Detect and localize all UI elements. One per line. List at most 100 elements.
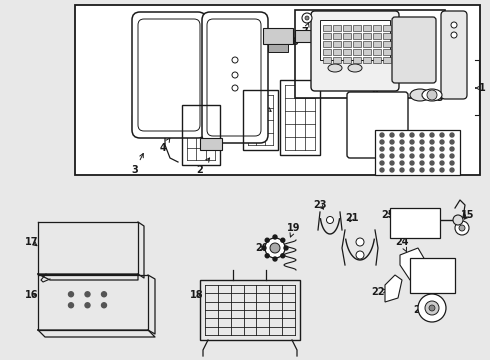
Ellipse shape — [422, 89, 442, 101]
Circle shape — [451, 22, 457, 28]
Circle shape — [265, 254, 269, 258]
Circle shape — [69, 303, 74, 308]
Text: 12: 12 — [368, 115, 385, 125]
Circle shape — [284, 246, 288, 250]
Bar — [333, 57, 341, 63]
Bar — [323, 25, 331, 31]
Circle shape — [440, 140, 444, 144]
Bar — [383, 49, 391, 55]
Circle shape — [430, 147, 434, 151]
Bar — [353, 33, 361, 39]
Circle shape — [281, 238, 285, 242]
Circle shape — [380, 154, 384, 158]
FancyBboxPatch shape — [392, 17, 436, 83]
Circle shape — [390, 161, 394, 165]
Bar — [383, 33, 391, 39]
Circle shape — [85, 303, 90, 308]
Circle shape — [420, 147, 424, 151]
Circle shape — [400, 133, 404, 137]
Circle shape — [450, 133, 454, 137]
Bar — [320, 20, 390, 60]
Bar — [323, 41, 331, 47]
FancyBboxPatch shape — [202, 12, 268, 143]
Text: 22: 22 — [371, 287, 388, 297]
Text: 19: 19 — [287, 223, 301, 237]
Circle shape — [430, 168, 434, 172]
Circle shape — [420, 133, 424, 137]
Circle shape — [305, 16, 309, 20]
Circle shape — [410, 133, 414, 137]
Circle shape — [302, 13, 312, 23]
Text: 1: 1 — [476, 83, 486, 93]
Ellipse shape — [328, 64, 342, 72]
Bar — [295, 10, 445, 98]
Circle shape — [420, 140, 424, 144]
Circle shape — [410, 140, 414, 144]
Circle shape — [453, 215, 463, 225]
Bar — [333, 41, 341, 47]
Bar — [383, 41, 391, 47]
Circle shape — [430, 154, 434, 158]
Circle shape — [356, 238, 364, 246]
Circle shape — [420, 168, 424, 172]
Bar — [295, 30, 317, 42]
Circle shape — [380, 147, 384, 151]
Circle shape — [69, 292, 74, 297]
Circle shape — [101, 292, 106, 297]
Circle shape — [455, 221, 469, 235]
Circle shape — [380, 168, 384, 172]
Circle shape — [400, 168, 404, 172]
Circle shape — [425, 301, 439, 315]
Text: 9: 9 — [267, 35, 277, 47]
Text: 17: 17 — [25, 237, 39, 247]
Text: 7: 7 — [302, 23, 309, 37]
Text: 6: 6 — [292, 36, 301, 47]
Bar — [363, 49, 371, 55]
Circle shape — [270, 243, 280, 253]
Circle shape — [418, 294, 446, 322]
Text: 8: 8 — [363, 82, 378, 95]
Text: 21: 21 — [345, 213, 359, 223]
Bar — [182, 105, 220, 165]
Text: 14: 14 — [201, 143, 215, 153]
Circle shape — [410, 168, 414, 172]
Text: 27: 27 — [413, 305, 427, 315]
Text: 11: 11 — [398, 155, 417, 165]
Circle shape — [262, 246, 266, 250]
Circle shape — [400, 140, 404, 144]
Bar — [343, 57, 351, 63]
Circle shape — [273, 235, 277, 239]
Polygon shape — [385, 275, 402, 302]
Circle shape — [390, 154, 394, 158]
Bar — [280, 80, 320, 155]
Polygon shape — [400, 248, 425, 280]
Circle shape — [410, 147, 414, 151]
Text: 3: 3 — [132, 153, 143, 175]
Circle shape — [380, 133, 384, 137]
Bar — [333, 25, 341, 31]
Circle shape — [85, 292, 90, 297]
Bar — [200, 138, 222, 150]
Circle shape — [440, 133, 444, 137]
Circle shape — [410, 154, 414, 158]
Circle shape — [450, 168, 454, 172]
Bar — [343, 49, 351, 55]
Circle shape — [380, 161, 384, 165]
Circle shape — [440, 161, 444, 165]
Circle shape — [273, 257, 277, 261]
Circle shape — [450, 140, 454, 144]
Text: 10: 10 — [448, 29, 462, 57]
Text: 25: 25 — [381, 210, 395, 220]
Circle shape — [420, 161, 424, 165]
Circle shape — [427, 90, 437, 100]
Circle shape — [400, 154, 404, 158]
Circle shape — [326, 216, 334, 224]
Circle shape — [390, 133, 394, 137]
Ellipse shape — [348, 64, 362, 72]
Bar — [333, 33, 341, 39]
Circle shape — [440, 154, 444, 158]
Bar — [363, 57, 371, 63]
Text: 13: 13 — [431, 93, 445, 103]
Bar — [373, 25, 381, 31]
FancyBboxPatch shape — [347, 92, 408, 158]
